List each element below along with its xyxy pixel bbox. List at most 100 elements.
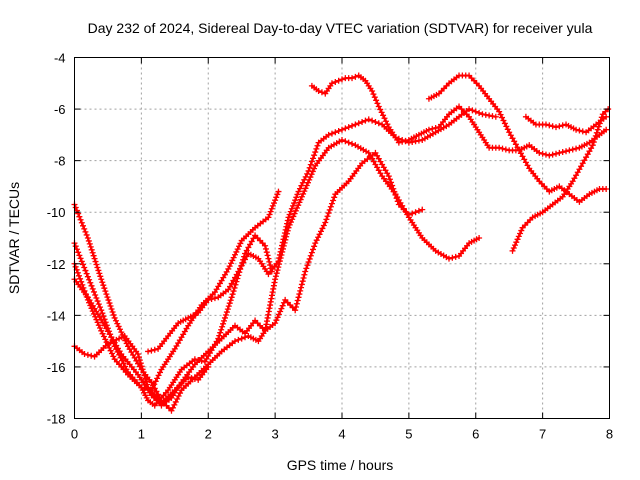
data-point [75, 272, 82, 279]
data-point [303, 265, 310, 272]
data-point [302, 268, 309, 275]
data-point [110, 353, 117, 360]
data-point [94, 264, 101, 271]
data-point [332, 129, 339, 136]
data-point [519, 153, 526, 160]
data-point [371, 94, 378, 101]
data-point [230, 254, 237, 261]
data-point [325, 131, 332, 138]
data-point [293, 194, 300, 201]
data-point [509, 247, 516, 254]
data-point [155, 391, 162, 398]
data-point [211, 295, 218, 302]
data-point [151, 346, 158, 353]
data-point [118, 329, 125, 336]
x-tick-label: 6 [472, 427, 479, 442]
data-point [232, 251, 238, 258]
data-point [295, 294, 302, 301]
data-point [502, 146, 509, 153]
data-point [221, 317, 228, 324]
data-point [412, 209, 419, 216]
data-point [312, 149, 319, 156]
data-point [120, 334, 127, 341]
data-point [236, 243, 243, 250]
data-point [299, 278, 306, 285]
series-layer [71, 72, 612, 414]
data-point [98, 276, 105, 283]
data-point [86, 276, 93, 283]
data-point [512, 242, 519, 249]
data-point [472, 108, 479, 115]
data-point [82, 267, 89, 274]
data-point [106, 300, 113, 307]
x-tick-label: 5 [405, 427, 412, 442]
data-point [563, 148, 570, 155]
data-point [74, 269, 81, 276]
data-point [395, 139, 402, 146]
series-line [511, 107, 610, 252]
data-point [72, 243, 79, 250]
data-point [271, 200, 278, 207]
data-point [292, 307, 299, 314]
data-point [104, 294, 111, 301]
data-point [365, 116, 372, 123]
data-point [230, 288, 237, 295]
data-point [248, 238, 255, 245]
x-tick-label: 2 [205, 427, 212, 442]
data-point [556, 123, 563, 130]
data-point [513, 239, 520, 246]
data-point [274, 191, 281, 198]
data-point [284, 220, 291, 227]
data-point [591, 135, 598, 142]
data-point [492, 113, 499, 120]
data-point [107, 347, 114, 354]
data-point [285, 214, 292, 221]
data-point [553, 124, 559, 131]
data-point [415, 207, 422, 214]
data-point [102, 336, 109, 343]
series-D [71, 149, 426, 409]
data-point [593, 129, 600, 136]
data-point [225, 265, 232, 272]
data-point [578, 163, 585, 170]
data-point [235, 336, 242, 343]
data-point [281, 233, 288, 240]
data-point [369, 117, 376, 124]
data-point [342, 138, 349, 145]
data-point [77, 255, 84, 262]
data-point [305, 167, 312, 174]
data-point [77, 275, 84, 282]
x-tick-label: 7 [539, 427, 546, 442]
data-point [419, 206, 426, 213]
data-point [553, 150, 559, 157]
data-point [275, 311, 282, 318]
data-point [116, 326, 123, 333]
data-point [263, 249, 270, 256]
data-point [95, 301, 102, 308]
data-point [227, 260, 234, 267]
data-point [280, 236, 287, 243]
data-point [576, 166, 583, 173]
data-point [88, 282, 95, 289]
data-point [95, 267, 102, 274]
data-point [603, 186, 610, 193]
data-point [386, 176, 393, 183]
data-point [221, 314, 228, 321]
data-point [88, 352, 95, 359]
x-tick-label: 0 [71, 427, 78, 442]
data-point [311, 243, 318, 250]
x-tick-label: 8 [606, 427, 613, 442]
data-point [592, 132, 599, 139]
data-point [229, 257, 236, 264]
y-tick-label: -10 [47, 205, 66, 220]
data-point [281, 230, 288, 237]
data-point [72, 263, 79, 270]
data-point [230, 277, 237, 284]
data-point [76, 213, 83, 220]
data-point [322, 219, 329, 226]
data-point [108, 306, 115, 313]
data-point [99, 330, 106, 337]
data-point [242, 256, 249, 263]
data-point [476, 109, 483, 116]
data-point [122, 337, 129, 344]
